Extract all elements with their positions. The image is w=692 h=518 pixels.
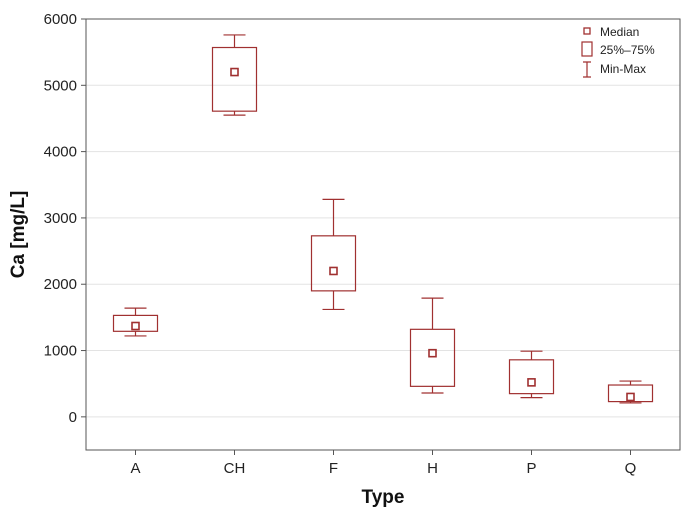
legend-whisker-label: Min-Max	[600, 62, 646, 76]
iqr-box	[409, 328, 456, 387]
legend-box-label: 25%–75%	[600, 43, 655, 57]
legend-median-label: Median	[600, 25, 639, 39]
y-tick-label: 1000	[44, 343, 77, 360]
legend: Median 25%–75% Min-Max	[581, 25, 655, 78]
boxes	[112, 34, 654, 404]
y-tick-label: 0	[69, 409, 77, 426]
iqr-box	[211, 46, 258, 112]
y-tick-label: 5000	[44, 77, 77, 94]
x-axis: A CH F H P Q	[130, 450, 636, 477]
y-tick-label: 4000	[44, 144, 77, 161]
x-tick-label: H	[427, 460, 438, 477]
x-tick-label: P	[526, 460, 536, 477]
box-ch	[211, 34, 258, 116]
median-marker	[626, 392, 635, 402]
y-tick-label: 2000	[44, 276, 77, 293]
box-a	[112, 307, 159, 337]
plot-frame	[85, 18, 681, 451]
x-axis-title: Type	[362, 487, 405, 508]
iqr-box	[310, 235, 357, 292]
iqr-box	[508, 359, 555, 395]
grid-lines	[86, 18, 680, 418]
x-tick-label: F	[329, 460, 338, 477]
y-axis-title: Ca [mg/L]	[8, 191, 29, 279]
y-axis: 0 1000 2000 3000 4000 5000 6000	[44, 11, 86, 426]
y-tick-label: 6000	[44, 11, 77, 28]
box-f	[310, 198, 357, 311]
legend-box-marker	[581, 41, 593, 57]
y-tick-label: 3000	[44, 210, 77, 227]
x-tick-label: A	[130, 460, 140, 477]
median-marker	[131, 321, 140, 331]
median-marker	[329, 266, 338, 276]
box-q	[607, 380, 654, 404]
box-h	[409, 297, 456, 394]
box-p	[508, 350, 555, 399]
median-marker	[527, 378, 536, 387]
iqr-box	[607, 384, 654, 403]
x-tick-label: Q	[625, 460, 637, 477]
median-marker	[428, 348, 437, 358]
iqr-box	[112, 314, 159, 332]
legend-median-marker	[583, 27, 591, 35]
x-tick-label: CH	[224, 460, 246, 477]
legend-whisker-marker	[583, 61, 591, 78]
median-marker	[230, 67, 239, 77]
